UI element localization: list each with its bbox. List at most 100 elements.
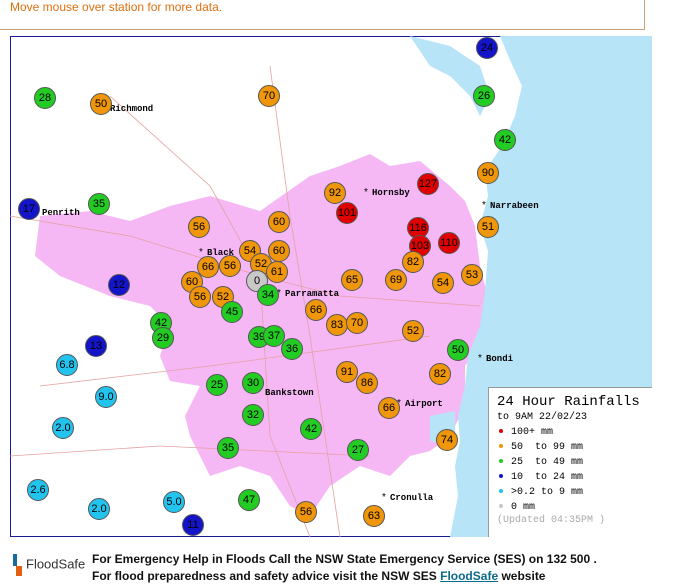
place-name: Penrith: [42, 208, 80, 218]
station[interactable]: 63: [363, 505, 385, 527]
station[interactable]: 9.0: [95, 386, 117, 408]
station-marker: [152, 327, 174, 349]
station[interactable]: 32: [242, 404, 264, 426]
station[interactable]: 2.6: [27, 479, 49, 501]
station-marker: [305, 299, 327, 321]
station[interactable]: 35: [217, 437, 239, 459]
station[interactable]: 26: [473, 85, 495, 107]
station[interactable]: 28: [34, 87, 56, 109]
station[interactable]: 30: [242, 372, 264, 394]
station[interactable]: 90: [477, 162, 499, 184]
station[interactable]: 66: [378, 397, 400, 419]
station[interactable]: 66: [305, 299, 327, 321]
station-marker: [295, 501, 317, 523]
station[interactable]: 24: [476, 37, 498, 59]
station[interactable]: 25: [206, 374, 228, 396]
station-value: 82: [407, 256, 419, 268]
station[interactable]: 83: [326, 314, 348, 336]
station-value: 53: [466, 269, 478, 281]
station[interactable]: 12: [108, 274, 130, 296]
place-name: Bankstown: [265, 388, 314, 398]
station-value: 26: [478, 90, 490, 102]
station-value: 42: [499, 134, 511, 146]
station[interactable]: 66: [197, 256, 219, 278]
station[interactable]: 70: [346, 312, 368, 334]
station[interactable]: 5.0: [163, 491, 185, 513]
station[interactable]: 56: [188, 216, 210, 238]
station-value: 86: [361, 377, 373, 389]
station[interactable]: 17: [18, 198, 40, 220]
legend-item: 25 to 49 mm: [497, 455, 652, 470]
place-name: Bondi: [486, 354, 514, 364]
station[interactable]: 35: [88, 193, 110, 215]
station[interactable]: 110: [438, 232, 460, 254]
station-marker: [432, 272, 454, 294]
station-value: 52: [255, 258, 267, 270]
station-value: 24: [481, 42, 493, 54]
station-value: 17: [23, 203, 35, 215]
station-marker: [378, 397, 400, 419]
station[interactable]: 60: [268, 240, 290, 262]
station-value: 65: [346, 274, 358, 286]
station[interactable]: 6.8: [56, 354, 78, 376]
station[interactable]: 50: [447, 339, 469, 361]
station-value: 34: [262, 289, 274, 301]
station[interactable]: 13: [85, 335, 107, 357]
station[interactable]: 42: [300, 418, 322, 440]
station[interactable]: 42: [494, 129, 516, 151]
station[interactable]: 92: [324, 182, 346, 204]
station[interactable]: 52: [402, 320, 424, 342]
station[interactable]: 60: [268, 211, 290, 233]
station[interactable]: 82: [429, 363, 451, 385]
station[interactable]: 37: [263, 325, 285, 347]
station[interactable]: 11: [182, 514, 204, 536]
legend-label: 10 to 24 mm: [511, 472, 584, 483]
station-value: 2.0: [55, 422, 70, 434]
station-marker: [429, 363, 451, 385]
station[interactable]: 70: [258, 85, 280, 107]
station-value: 25: [211, 379, 223, 391]
station[interactable]: 91: [336, 361, 358, 383]
hint-box: Move mouse over station for more data.: [0, 0, 645, 30]
floodsafe-link[interactable]: FloodSafe: [440, 569, 499, 583]
station[interactable]: 36: [281, 338, 303, 360]
station[interactable]: 86: [356, 372, 378, 394]
station-marker: [336, 361, 358, 383]
station[interactable]: 52: [250, 253, 272, 275]
station-value: 47: [243, 494, 255, 506]
station[interactable]: 2.0: [52, 417, 74, 439]
place-marker: *: [277, 288, 281, 299]
station[interactable]: 29: [152, 327, 174, 349]
station[interactable]: 2.0: [88, 498, 110, 520]
station[interactable]: 56: [219, 255, 241, 277]
station[interactable]: 56: [295, 501, 317, 523]
station[interactable]: 27: [347, 439, 369, 461]
station[interactable]: 127: [417, 173, 439, 195]
station[interactable]: 45: [221, 301, 243, 323]
station-marker: [363, 505, 385, 527]
station[interactable]: 116: [407, 217, 429, 239]
station-marker: [263, 325, 285, 347]
station-value: 6.8: [59, 359, 74, 371]
place-marker: *: [382, 492, 386, 503]
station[interactable]: 54: [432, 272, 454, 294]
legend-items: 100+ mm 50 to 99 mm 25 to 49 mm 10 to 24 mm…: [497, 425, 652, 515]
station[interactable]: 56: [189, 286, 211, 308]
station[interactable]: 61: [266, 261, 288, 283]
station[interactable]: 51: [477, 216, 499, 238]
station[interactable]: 65: [341, 269, 363, 291]
legend-item: 100+ mm: [497, 425, 652, 440]
station[interactable]: 47: [238, 489, 260, 511]
station[interactable]: 34: [257, 284, 279, 306]
station[interactable]: 74: [436, 429, 458, 451]
station[interactable]: 69: [385, 269, 407, 291]
station-marker: [447, 339, 469, 361]
station[interactable]: 101: [336, 202, 358, 224]
station-value: 45: [226, 306, 238, 318]
legend-label: 50 to 99 mm: [511, 442, 584, 453]
station-value: 103: [411, 240, 429, 252]
station[interactable]: 50: [90, 93, 112, 115]
station[interactable]: 82: [402, 251, 424, 273]
station[interactable]: 53: [461, 264, 483, 286]
legend-updated: (Updated 04:35PM ): [497, 515, 606, 526]
